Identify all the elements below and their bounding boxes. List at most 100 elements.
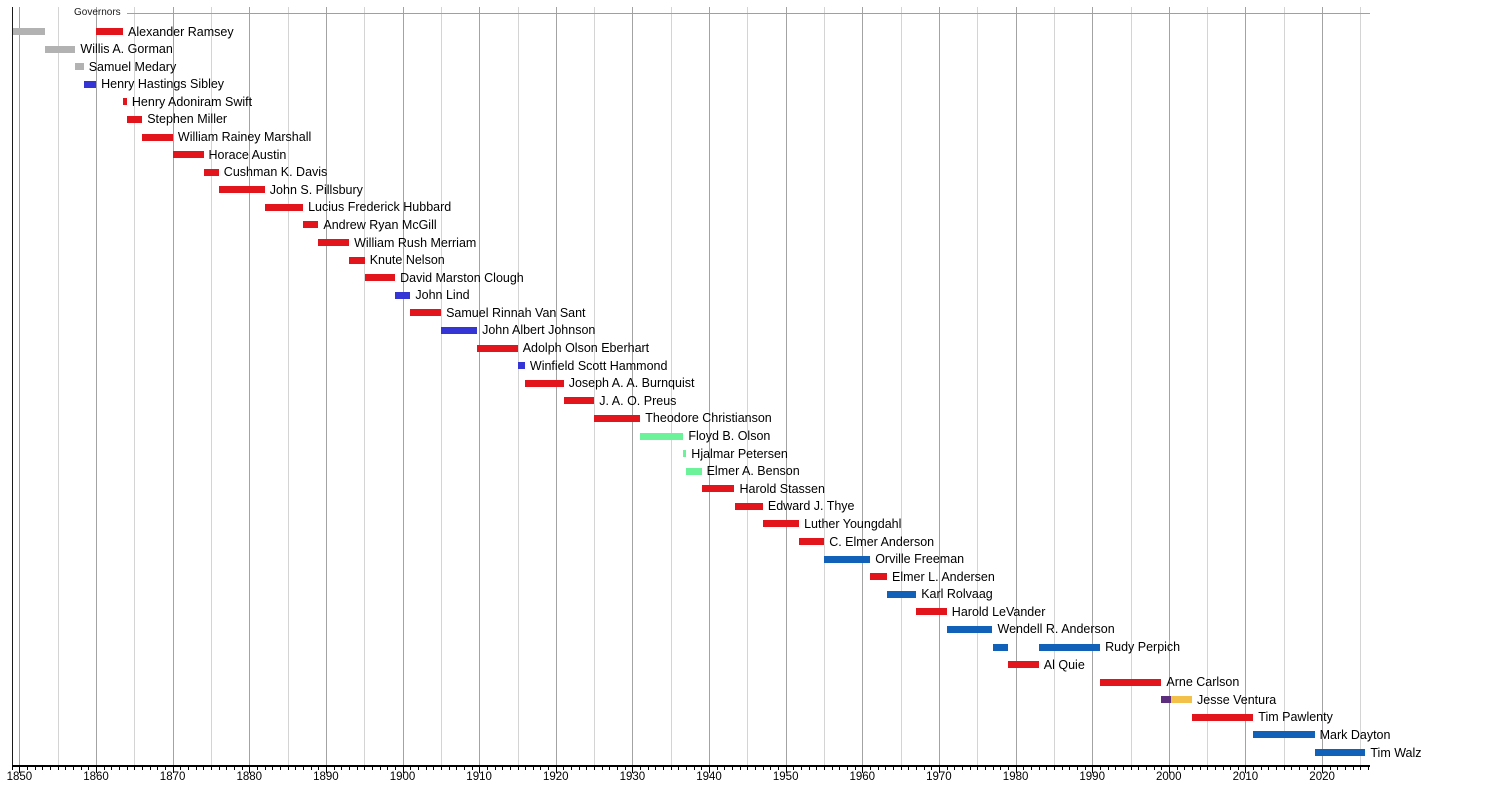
governor-bar-winfield-scott-hammond: [517, 362, 525, 370]
axis-minor-tick: [1368, 767, 1370, 770]
axis-minor-tick: [1230, 767, 1232, 770]
axis-minor-tick: [1122, 767, 1124, 770]
axis-minor-tick: [617, 767, 619, 770]
axis-minor-tick: [739, 767, 741, 770]
axis-label-1970: 1970: [926, 771, 952, 783]
governor-bar-harold-stassen: [701, 485, 735, 493]
governor-label-tim-pawlenty: Tim Pawlenty: [1258, 710, 1333, 725]
axis-major-tick-1900: [402, 767, 404, 773]
axis-major-tick-1990: [1092, 767, 1094, 773]
axis-major-tick-1940: [709, 767, 710, 773]
axis-minor-tick: [1153, 767, 1155, 770]
axis-minor-tick: [571, 767, 573, 770]
axis-minor-tick: [854, 767, 856, 770]
governor-bar-samuel-medary: [75, 63, 84, 71]
axis-label-1990: 1990: [1079, 771, 1105, 783]
gridline-1950: [785, 7, 787, 766]
axis-minor-tick: [1053, 767, 1055, 770]
axis-minor-tick: [218, 767, 220, 770]
axis-minor-tick: [226, 767, 228, 770]
axis-minor-tick: [586, 767, 588, 770]
governor-label-jesse-ventura: Jesse Ventura: [1197, 692, 1277, 707]
governor-label-adolph-olson-eberhart: Adolph Olson Eberhart: [522, 341, 650, 355]
axis-minor-tick: [341, 767, 343, 770]
axis-label-2000: 2000: [1156, 771, 1182, 783]
axis-minor-tick: [279, 767, 281, 770]
axis-minor-tick: [609, 767, 611, 770]
axis-minor-tick: [126, 767, 128, 770]
governor-bar-theodore-christianson: [594, 414, 641, 422]
axis-minor-tick: [693, 767, 695, 770]
axis-minor-tick: [1184, 767, 1186, 770]
axis-minor-tick: [923, 767, 925, 770]
governor-label-john-s-pillsbury: John S. Pillsbury: [269, 182, 363, 197]
axis-minor-tick: [57, 767, 59, 770]
axis-minor-tick: [364, 767, 366, 770]
axis-major-tick-2020: [1322, 767, 1324, 773]
gridline-1940: [709, 7, 710, 766]
axis-minor-tick: [295, 767, 297, 770]
governor-bar-henry-adoniram-swift: [123, 98, 127, 106]
axis-minor-tick: [1115, 767, 1117, 770]
axis-minor-tick: [540, 767, 542, 770]
axis-minor-tick: [839, 767, 841, 770]
title-rule: [127, 13, 1371, 14]
governor-bar-david-marston-clough: [364, 274, 396, 282]
gridline-1850: [19, 7, 21, 766]
axis-minor-tick: [65, 767, 67, 770]
governor-bar-john-albert-johnson: [441, 326, 478, 334]
governor-bar-joseph-a-a-burnquist: [524, 379, 564, 387]
axis-label-1890: 1890: [313, 771, 339, 783]
governor-bar-rudy-perpich-2: [1038, 643, 1101, 651]
axis-minor-tick: [1061, 767, 1063, 770]
axis-minor-tick: [486, 767, 488, 770]
governor-bar-knute-nelson: [349, 256, 365, 264]
governor-bar-andrew-ryan-mcgill: [303, 221, 319, 229]
axis-minor-tick: [1222, 767, 1224, 770]
axis-minor-tick: [594, 767, 596, 770]
axis-major-tick-2010: [1245, 767, 1247, 773]
governor-bar-rudy-perpich-1: [992, 643, 1009, 651]
axis-minor-tick: [640, 767, 642, 770]
axis-minor-tick: [770, 767, 772, 770]
gridline-1875: [210, 7, 212, 766]
gridline-1900: [402, 7, 404, 766]
gridline-1980: [1015, 7, 1017, 766]
governor-bar-willis-a-gorman: [45, 45, 76, 53]
axis-minor-tick: [793, 767, 795, 770]
axis-minor-tick: [1268, 767, 1270, 770]
axis-minor-tick: [1076, 767, 1078, 770]
axis-minor-tick: [563, 767, 565, 770]
governor-label-andrew-ryan-mcgill: Andrew Ryan McGill: [323, 217, 437, 232]
axis-minor-tick: [762, 767, 764, 770]
axis-minor-tick: [578, 767, 580, 770]
axis-minor-tick: [678, 767, 680, 770]
axis-minor-tick: [1130, 767, 1132, 770]
axis-minor-tick: [517, 767, 519, 770]
axis-major-tick-1880: [249, 767, 251, 773]
axis-minor-tick: [1107, 767, 1109, 770]
axis-minor-tick: [333, 767, 335, 770]
axis-minor-tick: [946, 767, 948, 770]
axis-minor-tick: [1000, 767, 1002, 770]
axis-minor-tick: [111, 767, 113, 770]
axis-minor-tick: [847, 767, 848, 770]
axis-minor-tick: [371, 767, 373, 770]
axis-minor-tick: [670, 767, 672, 770]
axis-major-tick-1870: [172, 767, 174, 773]
axis-minor-tick: [732, 767, 733, 770]
axis-major-tick-1910: [479, 767, 481, 773]
axis-minor-tick: [433, 767, 435, 770]
axis-minor-tick: [1007, 767, 1009, 770]
axis-minor-tick: [624, 767, 626, 770]
axis-minor-tick: [203, 767, 205, 770]
axis-major-tick-1980: [1015, 767, 1017, 773]
axis-minor-tick: [801, 767, 802, 770]
axis-minor-tick: [701, 767, 703, 770]
governor-bar-luther-youngdahl: [762, 520, 800, 528]
governor-label-al-quie: Al Quie: [1043, 657, 1085, 672]
governor-label-mark-dayton: Mark Dayton: [1319, 727, 1391, 742]
axis-label-1930: 1930: [619, 771, 646, 783]
axis-minor-tick: [1199, 767, 1201, 770]
